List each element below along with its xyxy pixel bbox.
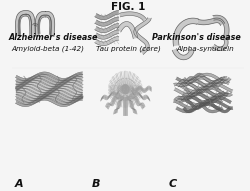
Polygon shape [15, 84, 83, 93]
Polygon shape [182, 80, 230, 90]
Polygon shape [181, 90, 229, 100]
Polygon shape [16, 78, 83, 87]
Polygon shape [181, 93, 228, 103]
Polygon shape [95, 36, 119, 46]
Polygon shape [178, 90, 225, 100]
Polygon shape [184, 96, 232, 106]
Text: Alpha-synuclein: Alpha-synuclein [177, 46, 234, 52]
Polygon shape [16, 94, 83, 103]
Polygon shape [178, 93, 226, 103]
Polygon shape [134, 18, 151, 54]
Polygon shape [181, 76, 228, 87]
Polygon shape [182, 103, 231, 113]
Polygon shape [16, 11, 35, 36]
Polygon shape [16, 76, 83, 85]
Text: Tau protein (core): Tau protein (core) [96, 46, 160, 52]
Polygon shape [16, 92, 83, 101]
Polygon shape [119, 12, 146, 21]
Polygon shape [197, 18, 225, 25]
Polygon shape [15, 86, 83, 95]
Polygon shape [16, 82, 83, 91]
Polygon shape [95, 11, 119, 20]
Text: Parkinson's disease: Parkinson's disease [152, 33, 241, 42]
Polygon shape [16, 88, 83, 97]
Polygon shape [173, 100, 220, 110]
Polygon shape [176, 80, 224, 90]
Polygon shape [95, 30, 119, 39]
Polygon shape [15, 98, 83, 107]
Polygon shape [186, 100, 233, 110]
Text: A: A [14, 179, 23, 189]
Polygon shape [16, 80, 83, 89]
Text: Amyloid-beta (1-42): Amyloid-beta (1-42) [12, 46, 85, 52]
Polygon shape [95, 23, 119, 33]
Polygon shape [176, 103, 223, 113]
Polygon shape [35, 11, 55, 37]
Polygon shape [18, 14, 32, 35]
Text: C: C [168, 179, 177, 189]
Polygon shape [186, 83, 233, 93]
Polygon shape [15, 96, 83, 105]
Polygon shape [173, 83, 221, 93]
Polygon shape [212, 38, 228, 51]
Polygon shape [16, 90, 83, 99]
Polygon shape [176, 73, 223, 83]
Text: FIG. 1: FIG. 1 [111, 2, 145, 12]
Polygon shape [172, 49, 194, 60]
Polygon shape [174, 86, 222, 96]
Polygon shape [213, 15, 229, 39]
Polygon shape [184, 86, 233, 96]
Polygon shape [15, 72, 83, 81]
Polygon shape [16, 74, 83, 83]
Polygon shape [179, 76, 226, 87]
Polygon shape [174, 96, 223, 106]
Polygon shape [182, 73, 231, 83]
Polygon shape [173, 18, 199, 46]
Polygon shape [38, 15, 52, 35]
Text: Alzheimer's disease: Alzheimer's disease [8, 33, 98, 42]
Polygon shape [33, 23, 38, 26]
Polygon shape [117, 22, 138, 39]
Text: B: B [92, 179, 101, 189]
Polygon shape [95, 17, 119, 26]
